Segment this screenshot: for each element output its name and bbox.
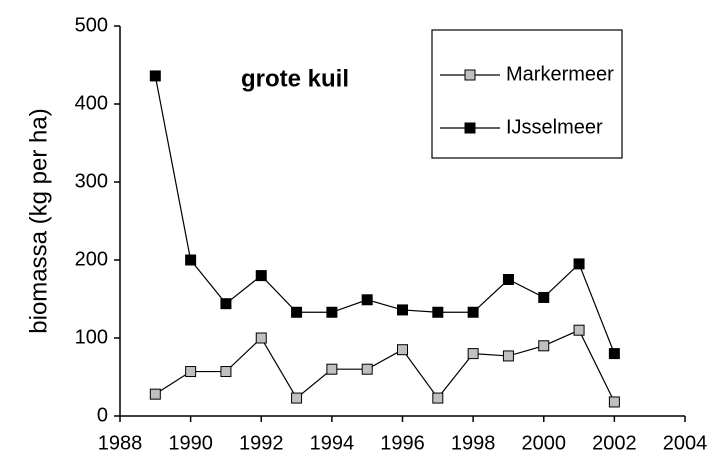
marker [573, 258, 585, 270]
marker [291, 392, 303, 404]
marker [502, 350, 514, 362]
marker [361, 363, 373, 375]
y-tick-label: 200 [75, 248, 108, 270]
y-tick-label: 500 [75, 14, 108, 36]
y-axis-label: biomassa (kg per ha) [25, 108, 52, 333]
x-tick-label: 2002 [592, 432, 637, 454]
marker [608, 396, 620, 408]
marker [538, 291, 550, 303]
legend-marker [464, 122, 476, 134]
marker [608, 348, 620, 360]
marker [255, 270, 267, 282]
marker [432, 306, 444, 318]
marker [255, 332, 267, 344]
marker [502, 274, 514, 285]
marker [397, 304, 408, 316]
x-tick-label: 1994 [310, 432, 355, 454]
x-tick-label: 1992 [239, 432, 284, 454]
marker [467, 306, 479, 318]
y-tick-label: 0 [97, 404, 108, 426]
legend-box [431, 29, 623, 159]
chart-title: grote kuil [241, 65, 349, 92]
marker [573, 324, 585, 336]
marker [326, 363, 338, 375]
marker [149, 388, 161, 400]
x-tick-label: 2000 [522, 432, 567, 454]
marker [220, 298, 232, 310]
marker [149, 70, 161, 82]
marker [538, 340, 550, 352]
y-tick-label: 300 [75, 170, 108, 192]
marker [185, 254, 197, 266]
x-tick-label: 1990 [168, 432, 213, 454]
marker [185, 366, 197, 378]
legend-marker [464, 69, 476, 81]
series-line [154, 329, 615, 403]
x-tick-label: 2004 [663, 432, 708, 454]
y-tick-label: 100 [75, 326, 108, 348]
legend-label: IJsselmeer [506, 116, 603, 138]
marker [467, 348, 479, 360]
x-tick-label: 1996 [380, 432, 425, 454]
marker [220, 366, 232, 378]
marker [432, 392, 444, 404]
series-line [154, 75, 615, 354]
y-tick-label: 400 [75, 92, 108, 114]
marker [397, 344, 408, 356]
marker [361, 294, 373, 306]
legend-label: Markermeer [506, 63, 614, 85]
x-tick-label: 1988 [98, 432, 143, 454]
x-tick-label: 1998 [451, 432, 496, 454]
marker [291, 306, 303, 318]
marker [326, 306, 338, 318]
